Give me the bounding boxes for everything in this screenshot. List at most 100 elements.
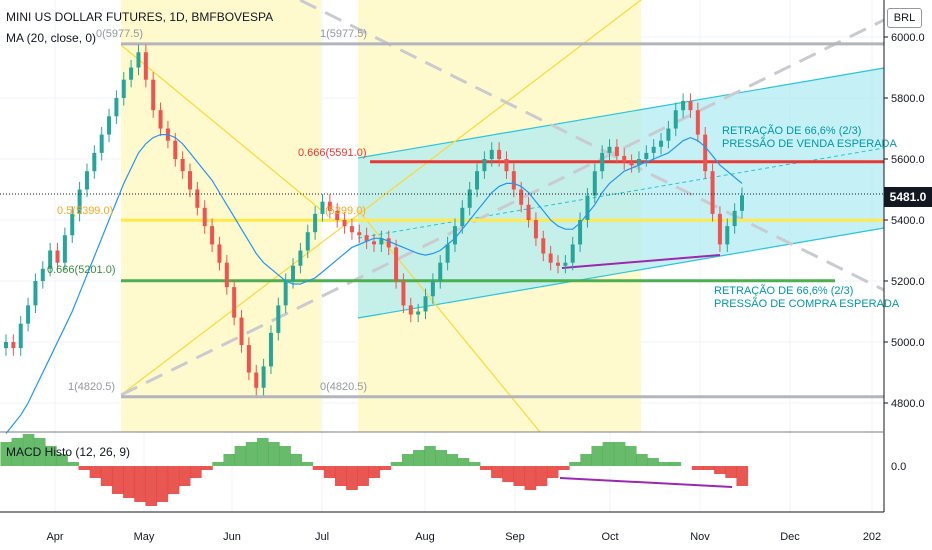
annotation-text: RETRAÇÃO DE 66,6% (2/3) [722, 124, 861, 137]
y-tick-label: 5800.0 [891, 93, 925, 105]
macd-bar [279, 446, 291, 466]
macd-bar [89, 466, 102, 478]
macd-bar [268, 442, 280, 466]
macd-bar [535, 466, 548, 486]
candle-body [636, 159, 641, 166]
candle-body [70, 213, 75, 236]
candle-body [526, 204, 531, 220]
candle-body [99, 134, 104, 153]
candle-body [261, 366, 266, 388]
candle-body [482, 159, 487, 172]
candle-body [313, 213, 318, 233]
x-tick-label: Sep [505, 531, 525, 543]
divergence-price [561, 254, 721, 269]
annotation-text: PRESSÃO DE COMPRA ESPERADA [714, 297, 900, 310]
candle-body [26, 305, 31, 324]
channel-bottom [357, 227, 885, 319]
candle-body [327, 201, 332, 211]
candle-body [644, 152, 649, 159]
candle-body [430, 281, 435, 297]
candle-body [386, 238, 391, 248]
candle-body [254, 372, 259, 388]
candle-body [33, 281, 38, 306]
ma-legend[interactable]: MA (20, close, 0) [6, 31, 97, 45]
candle-body [143, 52, 148, 80]
candle-body [276, 305, 281, 333]
candle-body [357, 232, 362, 236]
macd-bar [368, 466, 381, 478]
candle-body [504, 159, 509, 172]
fib-label: 0.5(5399.0) [57, 205, 113, 217]
macd-bar [457, 458, 470, 466]
candle-body [519, 189, 524, 205]
x-tick-label: Jul [315, 531, 329, 543]
fib-label: 0.666(5591.0) [298, 147, 367, 159]
candle-body [622, 155, 627, 163]
candle-body [541, 238, 546, 254]
candle-body [592, 171, 597, 196]
candle-body [40, 268, 45, 281]
candle-body [224, 262, 229, 288]
y-tick-label: 4800.0 [891, 398, 925, 410]
candle-body [217, 244, 222, 263]
candle-body [703, 134, 708, 172]
macd-bar [100, 466, 113, 486]
diag-yellow-1 [120, 44, 322, 211]
candle-body [533, 220, 538, 239]
y-tick-label: 5400.0 [891, 215, 925, 227]
macd-bar [45, 446, 57, 466]
candle-body [489, 149, 494, 159]
candle-body [688, 101, 693, 111]
fib-label: (5399.0) [325, 205, 366, 217]
candle-body [666, 128, 671, 141]
candle-body [48, 250, 53, 269]
macd-bar [379, 466, 392, 470]
macd-bar [334, 466, 347, 486]
macd-bar [602, 442, 615, 466]
candle-body [121, 79, 126, 98]
candle-body [416, 311, 421, 315]
drawing-shapes [120, 0, 885, 433]
macd-bar [256, 438, 269, 466]
macd-bar [111, 466, 124, 494]
candle-body [511, 171, 516, 190]
candle-body [732, 210, 737, 227]
macd-bar [479, 466, 492, 470]
macd-bar [56, 454, 68, 466]
macd-legend[interactable]: MACD Histo (12, 26, 9) [6, 445, 131, 459]
macd-bar [546, 466, 559, 478]
symbol-title[interactable]: MINI US DOLLAR FUTURES, 1D, BMFBOVESPA [6, 10, 274, 24]
macd-bar [714, 466, 726, 474]
candle-body [556, 262, 560, 266]
macd-bar [569, 462, 581, 466]
candle-body [151, 79, 156, 111]
macd-bar [647, 458, 659, 466]
macd-bar [636, 454, 648, 466]
x-tick-label: Jun [223, 531, 241, 543]
macd-zero-label: 0.0 [891, 461, 906, 473]
macd-bar [178, 466, 191, 486]
macd-bar [123, 466, 135, 498]
channel-top [357, 67, 885, 159]
candle-body [372, 241, 376, 245]
candle-body [188, 171, 192, 190]
fib-levels [121, 42, 884, 399]
currency-button[interactable]: BRL [887, 8, 922, 28]
candles [4, 44, 744, 396]
candle-body [445, 244, 450, 263]
candle-body [401, 281, 406, 306]
candle-body [717, 213, 722, 245]
macd-bar [234, 446, 247, 466]
candle-body [84, 171, 89, 190]
candle-body [210, 226, 215, 245]
x-tick-label: May [134, 531, 155, 543]
candle-body [202, 207, 207, 227]
macd-bar [11, 438, 24, 466]
y-tick-label: 5200.0 [891, 276, 925, 288]
candle-body [710, 171, 715, 214]
macd-bar [658, 462, 671, 466]
macd-bar [323, 466, 336, 478]
macd-bar [446, 454, 459, 466]
macd-histogram [0, 434, 749, 506]
